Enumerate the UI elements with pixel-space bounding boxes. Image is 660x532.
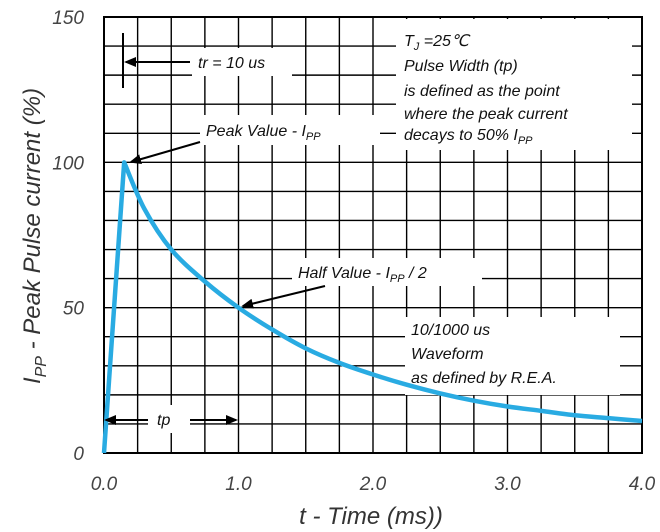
waveform-line-1: 10/1000 us <box>411 322 490 339</box>
waveform-box <box>405 317 620 395</box>
peak-label-box <box>200 115 380 145</box>
x-tick-label: 1.0 <box>225 474 252 495</box>
peak-arrow <box>129 141 201 165</box>
plot-frame <box>103 16 643 454</box>
x-tick-label: 2.0 <box>359 474 387 495</box>
note-box <box>396 19 632 150</box>
note-line-4: where the peak current <box>404 106 568 123</box>
x-axis-title: t - Time (ms)) <box>299 503 443 530</box>
x-tick-label: 4.0 <box>629 474 656 495</box>
x-tick-label: 0.0 <box>91 474 118 495</box>
y-axis-title: IPP - Peak Pulse current (%) <box>19 88 50 384</box>
waveform-line-3: as defined by R.E.A. <box>411 370 557 387</box>
half-arrow <box>241 285 326 309</box>
y-tick-label: 150 <box>52 8 84 29</box>
y-tick-label: 0 <box>73 444 84 465</box>
series-layer <box>101 160 643 454</box>
half-label-box <box>292 258 482 286</box>
x-tick-label: 3.0 <box>494 474 521 495</box>
peak-label: Peak Value - IPP <box>206 123 321 143</box>
note-line-5: decays to 50% IPP <box>404 127 533 147</box>
tr-label-box <box>192 48 292 76</box>
half-label: Half Value - IPP / 2 <box>298 265 427 285</box>
x-tick-labels: 0.0 1.0 2.0 3.0 4.0 <box>91 474 656 495</box>
y-tick-labels: 0 50 100 150 <box>52 8 84 465</box>
tp-label-box <box>148 405 190 433</box>
y-tick-label: 50 <box>63 299 85 320</box>
tr-label: tr = 10 us <box>198 55 265 72</box>
y-tick-label: 100 <box>52 153 84 174</box>
note-line-2: Pulse Width (tp) <box>404 58 518 75</box>
note-line-1: TJ =25℃ <box>404 33 471 53</box>
waveform-line-2: Waveform <box>411 346 484 363</box>
note-line-3: is defined as the point <box>404 83 560 100</box>
tp-label: tp <box>157 412 170 429</box>
series-line <box>101 160 643 454</box>
